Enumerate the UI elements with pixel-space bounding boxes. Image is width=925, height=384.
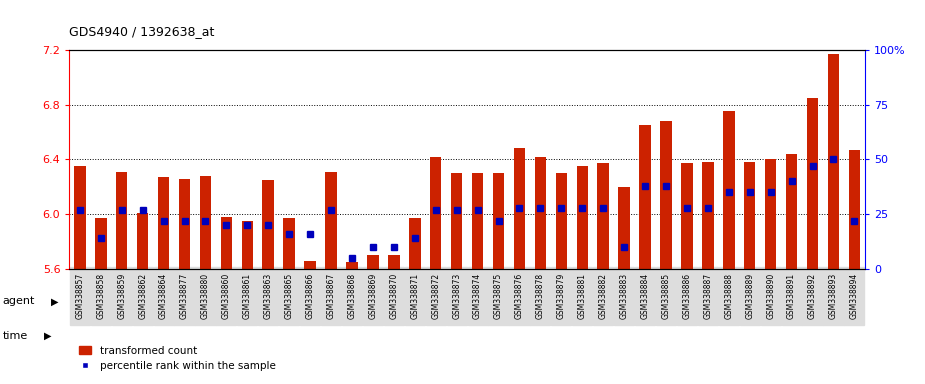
- Bar: [639, 125, 651, 269]
- Bar: [111, 127, 216, 192]
- Text: 6 h: 6 h: [448, 227, 465, 237]
- Bar: [116, 172, 128, 269]
- Bar: [158, 177, 169, 269]
- Legend: transformed count, percentile rank within the sample: transformed count, percentile rank withi…: [75, 341, 279, 375]
- Text: 24 h: 24 h: [549, 227, 574, 237]
- Bar: [802, 200, 865, 265]
- Bar: [719, 200, 802, 265]
- Bar: [304, 261, 315, 269]
- Bar: [179, 179, 191, 269]
- Bar: [95, 218, 106, 269]
- Text: 1 h: 1 h: [239, 227, 256, 237]
- Bar: [74, 166, 86, 269]
- Bar: [681, 164, 693, 269]
- Bar: [263, 180, 274, 269]
- Text: 12 h: 12 h: [497, 227, 522, 237]
- Bar: [702, 162, 713, 269]
- Text: 168 h: 168 h: [818, 227, 849, 237]
- Bar: [472, 173, 484, 269]
- Bar: [807, 98, 819, 269]
- Text: soman: soman: [522, 154, 559, 164]
- Bar: [216, 127, 865, 192]
- Text: 3 h: 3 h: [343, 227, 361, 237]
- Bar: [660, 121, 672, 269]
- Bar: [346, 262, 358, 269]
- Text: 72 h: 72 h: [674, 227, 699, 237]
- Text: 96 h: 96 h: [747, 227, 772, 237]
- Bar: [848, 150, 860, 269]
- Bar: [69, 127, 111, 192]
- Bar: [388, 255, 400, 269]
- Bar: [488, 200, 530, 265]
- Bar: [137, 213, 148, 269]
- Text: GDS4940 / 1392638_at: GDS4940 / 1392638_at: [69, 25, 215, 38]
- Bar: [69, 200, 216, 265]
- Bar: [530, 200, 593, 265]
- Bar: [409, 218, 421, 269]
- Bar: [278, 200, 426, 265]
- Text: control: control: [123, 227, 162, 237]
- Bar: [556, 173, 567, 269]
- Bar: [828, 54, 839, 269]
- Bar: [493, 173, 504, 269]
- Text: time: time: [3, 331, 28, 341]
- Bar: [535, 157, 546, 269]
- Bar: [576, 166, 588, 269]
- Bar: [656, 200, 719, 265]
- Bar: [283, 218, 295, 269]
- Bar: [326, 172, 337, 269]
- Bar: [216, 200, 278, 265]
- Bar: [221, 217, 232, 269]
- Text: 48 h: 48 h: [611, 227, 636, 237]
- Bar: [619, 187, 630, 269]
- Bar: [786, 154, 797, 269]
- Bar: [241, 221, 253, 269]
- Bar: [426, 200, 488, 265]
- Bar: [765, 159, 776, 269]
- Text: naive: naive: [75, 154, 105, 164]
- Bar: [513, 149, 525, 269]
- Text: ▶: ▶: [44, 331, 52, 341]
- Bar: [367, 255, 378, 269]
- Text: vehicle: vehicle: [143, 154, 183, 164]
- Bar: [723, 111, 734, 269]
- Bar: [744, 162, 756, 269]
- Bar: [593, 200, 656, 265]
- Bar: [450, 173, 462, 269]
- Text: ▶: ▶: [51, 296, 58, 306]
- Bar: [598, 164, 609, 269]
- Bar: [430, 157, 441, 269]
- Bar: [200, 176, 211, 269]
- Text: agent: agent: [3, 296, 35, 306]
